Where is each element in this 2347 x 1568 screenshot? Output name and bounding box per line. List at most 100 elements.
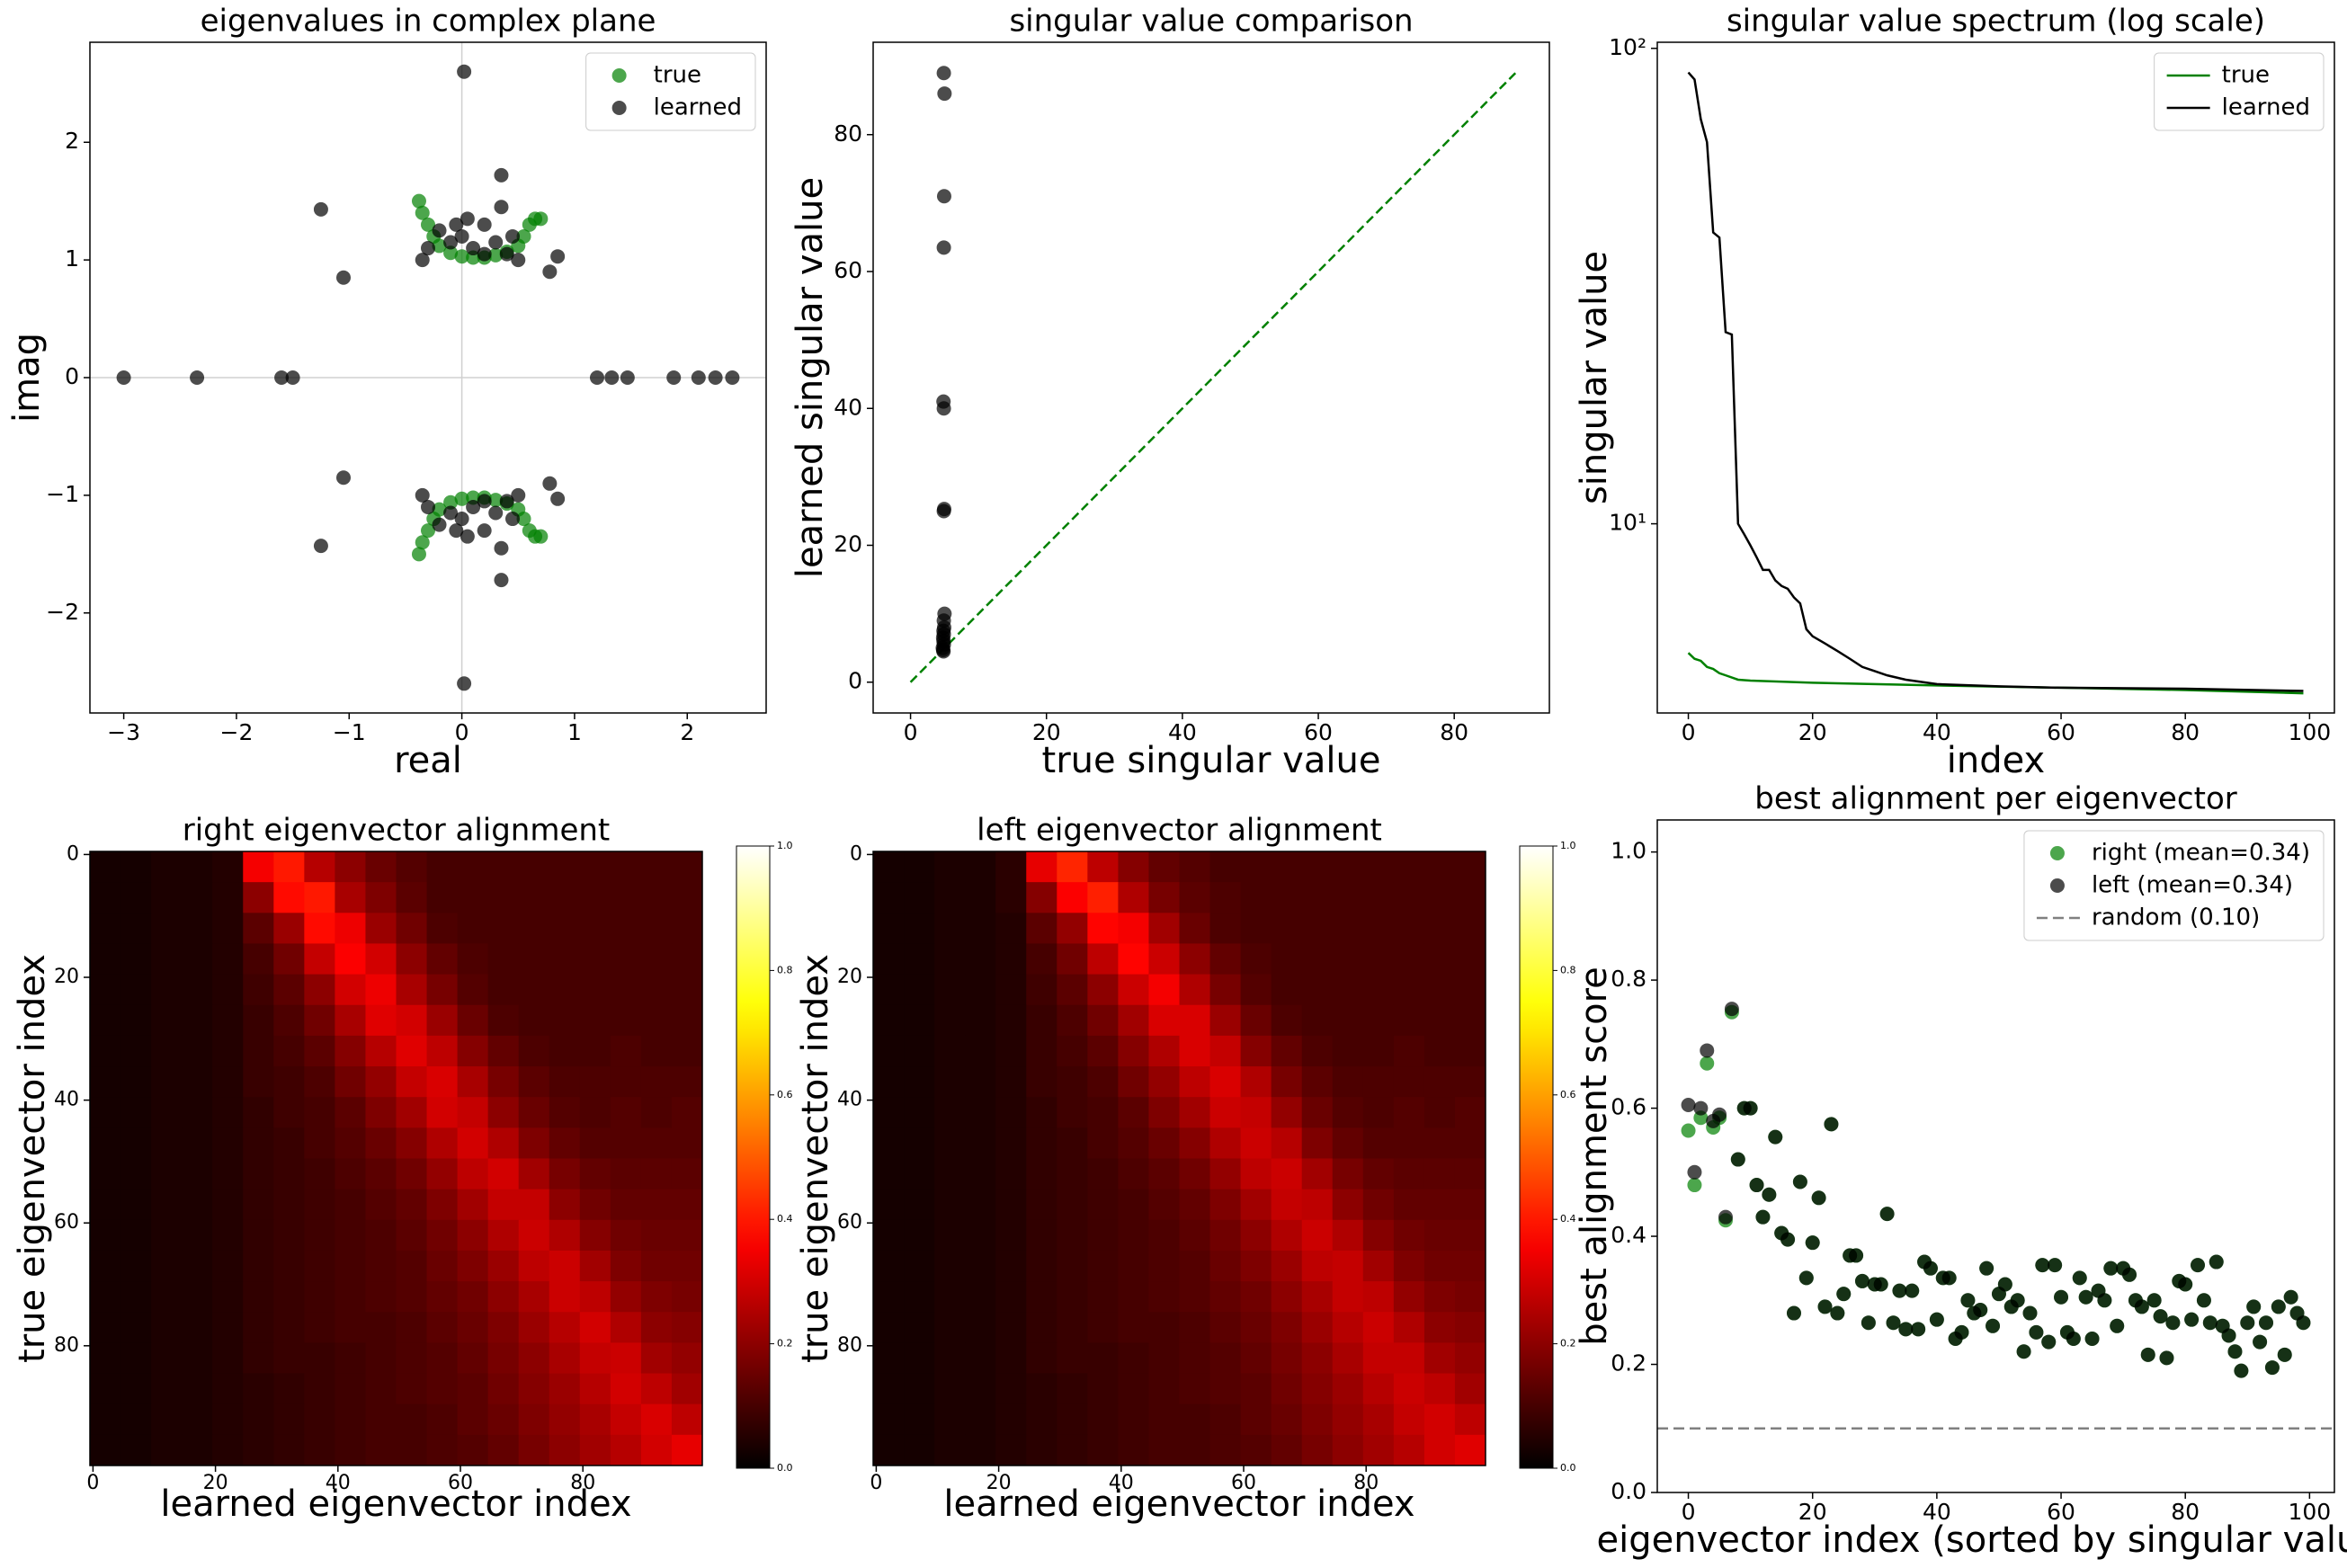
heatmap-cell [1087, 1004, 1119, 1037]
point [443, 245, 459, 261]
heatmap-cell [671, 1281, 703, 1313]
heatmap-cell [182, 1035, 213, 1067]
heatmap-cell [212, 1189, 244, 1221]
heatmap-cell [396, 1097, 428, 1128]
colorbar-tick-label: 1.0 [777, 840, 793, 851]
point [2110, 1318, 2125, 1333]
x-tick-label: 60 [2047, 1499, 2075, 1525]
heatmap-cell [120, 1189, 152, 1221]
heatmap-cell [1393, 1158, 1425, 1190]
heatmap-cell [1423, 851, 1456, 883]
heatmap-cell [426, 1219, 459, 1252]
point [936, 644, 951, 659]
heatmap-cell [90, 1127, 121, 1159]
heatmap-cell [904, 882, 935, 913]
heatmap-cell [934, 1434, 966, 1466]
heatmap-cell [1454, 913, 1486, 944]
heatmap-cell [873, 1004, 905, 1037]
heatmap-cell [1454, 1250, 1486, 1282]
heatmap-cell [610, 1434, 642, 1466]
heatmap-cell [965, 1373, 996, 1405]
heatmap-cell [90, 1158, 121, 1190]
heatmap-cell [90, 913, 121, 944]
heatmap-cell [610, 1035, 642, 1067]
y-tick-label: 0 [65, 363, 79, 389]
heatmap-cell [995, 882, 1027, 913]
heatmap-cell [1423, 1097, 1456, 1128]
heatmap-cell [965, 913, 996, 944]
heatmap-cell [304, 1158, 335, 1190]
heatmap-cell [965, 1312, 996, 1343]
heatmap-cell [1423, 1373, 1456, 1405]
heatmap-cell [1362, 913, 1395, 944]
y-tick-label: 1.0 [1611, 838, 1646, 864]
heatmap-cell [965, 1281, 996, 1313]
point [285, 370, 300, 385]
legend-label: right (mean=0.34) [2092, 840, 2310, 867]
heatmap-cell [1454, 1004, 1486, 1037]
heatmap-cell [579, 1312, 611, 1343]
heatmap-cell [1118, 1035, 1149, 1067]
heatmap-cell [1393, 1004, 1425, 1037]
heatmap-cell [579, 1281, 611, 1313]
heatmap-cell [1301, 882, 1334, 913]
heatmap-cell [1148, 1189, 1180, 1221]
point [542, 264, 558, 280]
heatmap-cell [182, 1158, 213, 1190]
point [550, 491, 566, 506]
heatmap-cell [1148, 1281, 1180, 1313]
heatmap-cell [212, 1373, 244, 1405]
heatmap-cell [1393, 1434, 1425, 1466]
heatmap-cell [90, 1189, 121, 1221]
point [1960, 1293, 1976, 1308]
heatmap-cell [1240, 1403, 1272, 1436]
heatmap-cell [610, 1004, 642, 1037]
point [2010, 1293, 2025, 1308]
heatmap-cell [1301, 1097, 1334, 1128]
heatmap-cell [1240, 1281, 1272, 1313]
heatmap-cell [1087, 1189, 1119, 1221]
heatmap-cell [1118, 1097, 1149, 1128]
heatmap-cell [1454, 974, 1486, 1006]
heatmap-cell [396, 1189, 428, 1221]
heatmap-cell [1423, 1066, 1456, 1098]
colorbar-tick-label: 0.2 [1560, 1338, 1576, 1350]
heatmap-cell [487, 974, 520, 1006]
y-tick-label: 0.6 [1611, 1094, 1646, 1120]
heatmap-cell [518, 1219, 550, 1252]
point [691, 370, 706, 385]
heatmap-cell [1332, 1035, 1364, 1067]
heatmap-cell [182, 1004, 213, 1037]
x-tick-label: 0 [1682, 1499, 1696, 1525]
heatmap-cell [365, 1004, 397, 1037]
legend-label: learned [2222, 94, 2310, 121]
heatmap-cell [549, 1403, 581, 1436]
heatmap-cell [151, 1312, 183, 1343]
point [432, 223, 447, 238]
heatmap-cell [396, 943, 428, 976]
heatmap-cell [1087, 1403, 1119, 1436]
heatmap-cell [182, 1250, 213, 1282]
point [449, 523, 464, 539]
point [1749, 1178, 1764, 1193]
point [1712, 1107, 1727, 1122]
heatmap-cell [549, 851, 581, 883]
heatmap-cell [610, 913, 642, 944]
axes-frame [1656, 819, 2335, 1493]
point [1681, 1098, 1696, 1113]
heatmap-cell [365, 1312, 397, 1343]
y-axis-label: learned singular value [790, 177, 831, 578]
point [1687, 1164, 1702, 1180]
heatmap-cell [243, 1373, 274, 1405]
point [2066, 1332, 2081, 1347]
heatmap-cell [965, 851, 996, 883]
heatmap-cell [120, 1035, 152, 1067]
x-axis-label: index [1947, 740, 2045, 781]
heatmap-cell [1301, 913, 1334, 944]
point [1929, 1312, 1944, 1327]
axes-frame [1656, 41, 2335, 714]
heatmap-cell [335, 943, 366, 976]
point [443, 505, 459, 521]
heatmap-cell [1148, 1342, 1180, 1375]
heatmap-cell [1423, 913, 1456, 944]
